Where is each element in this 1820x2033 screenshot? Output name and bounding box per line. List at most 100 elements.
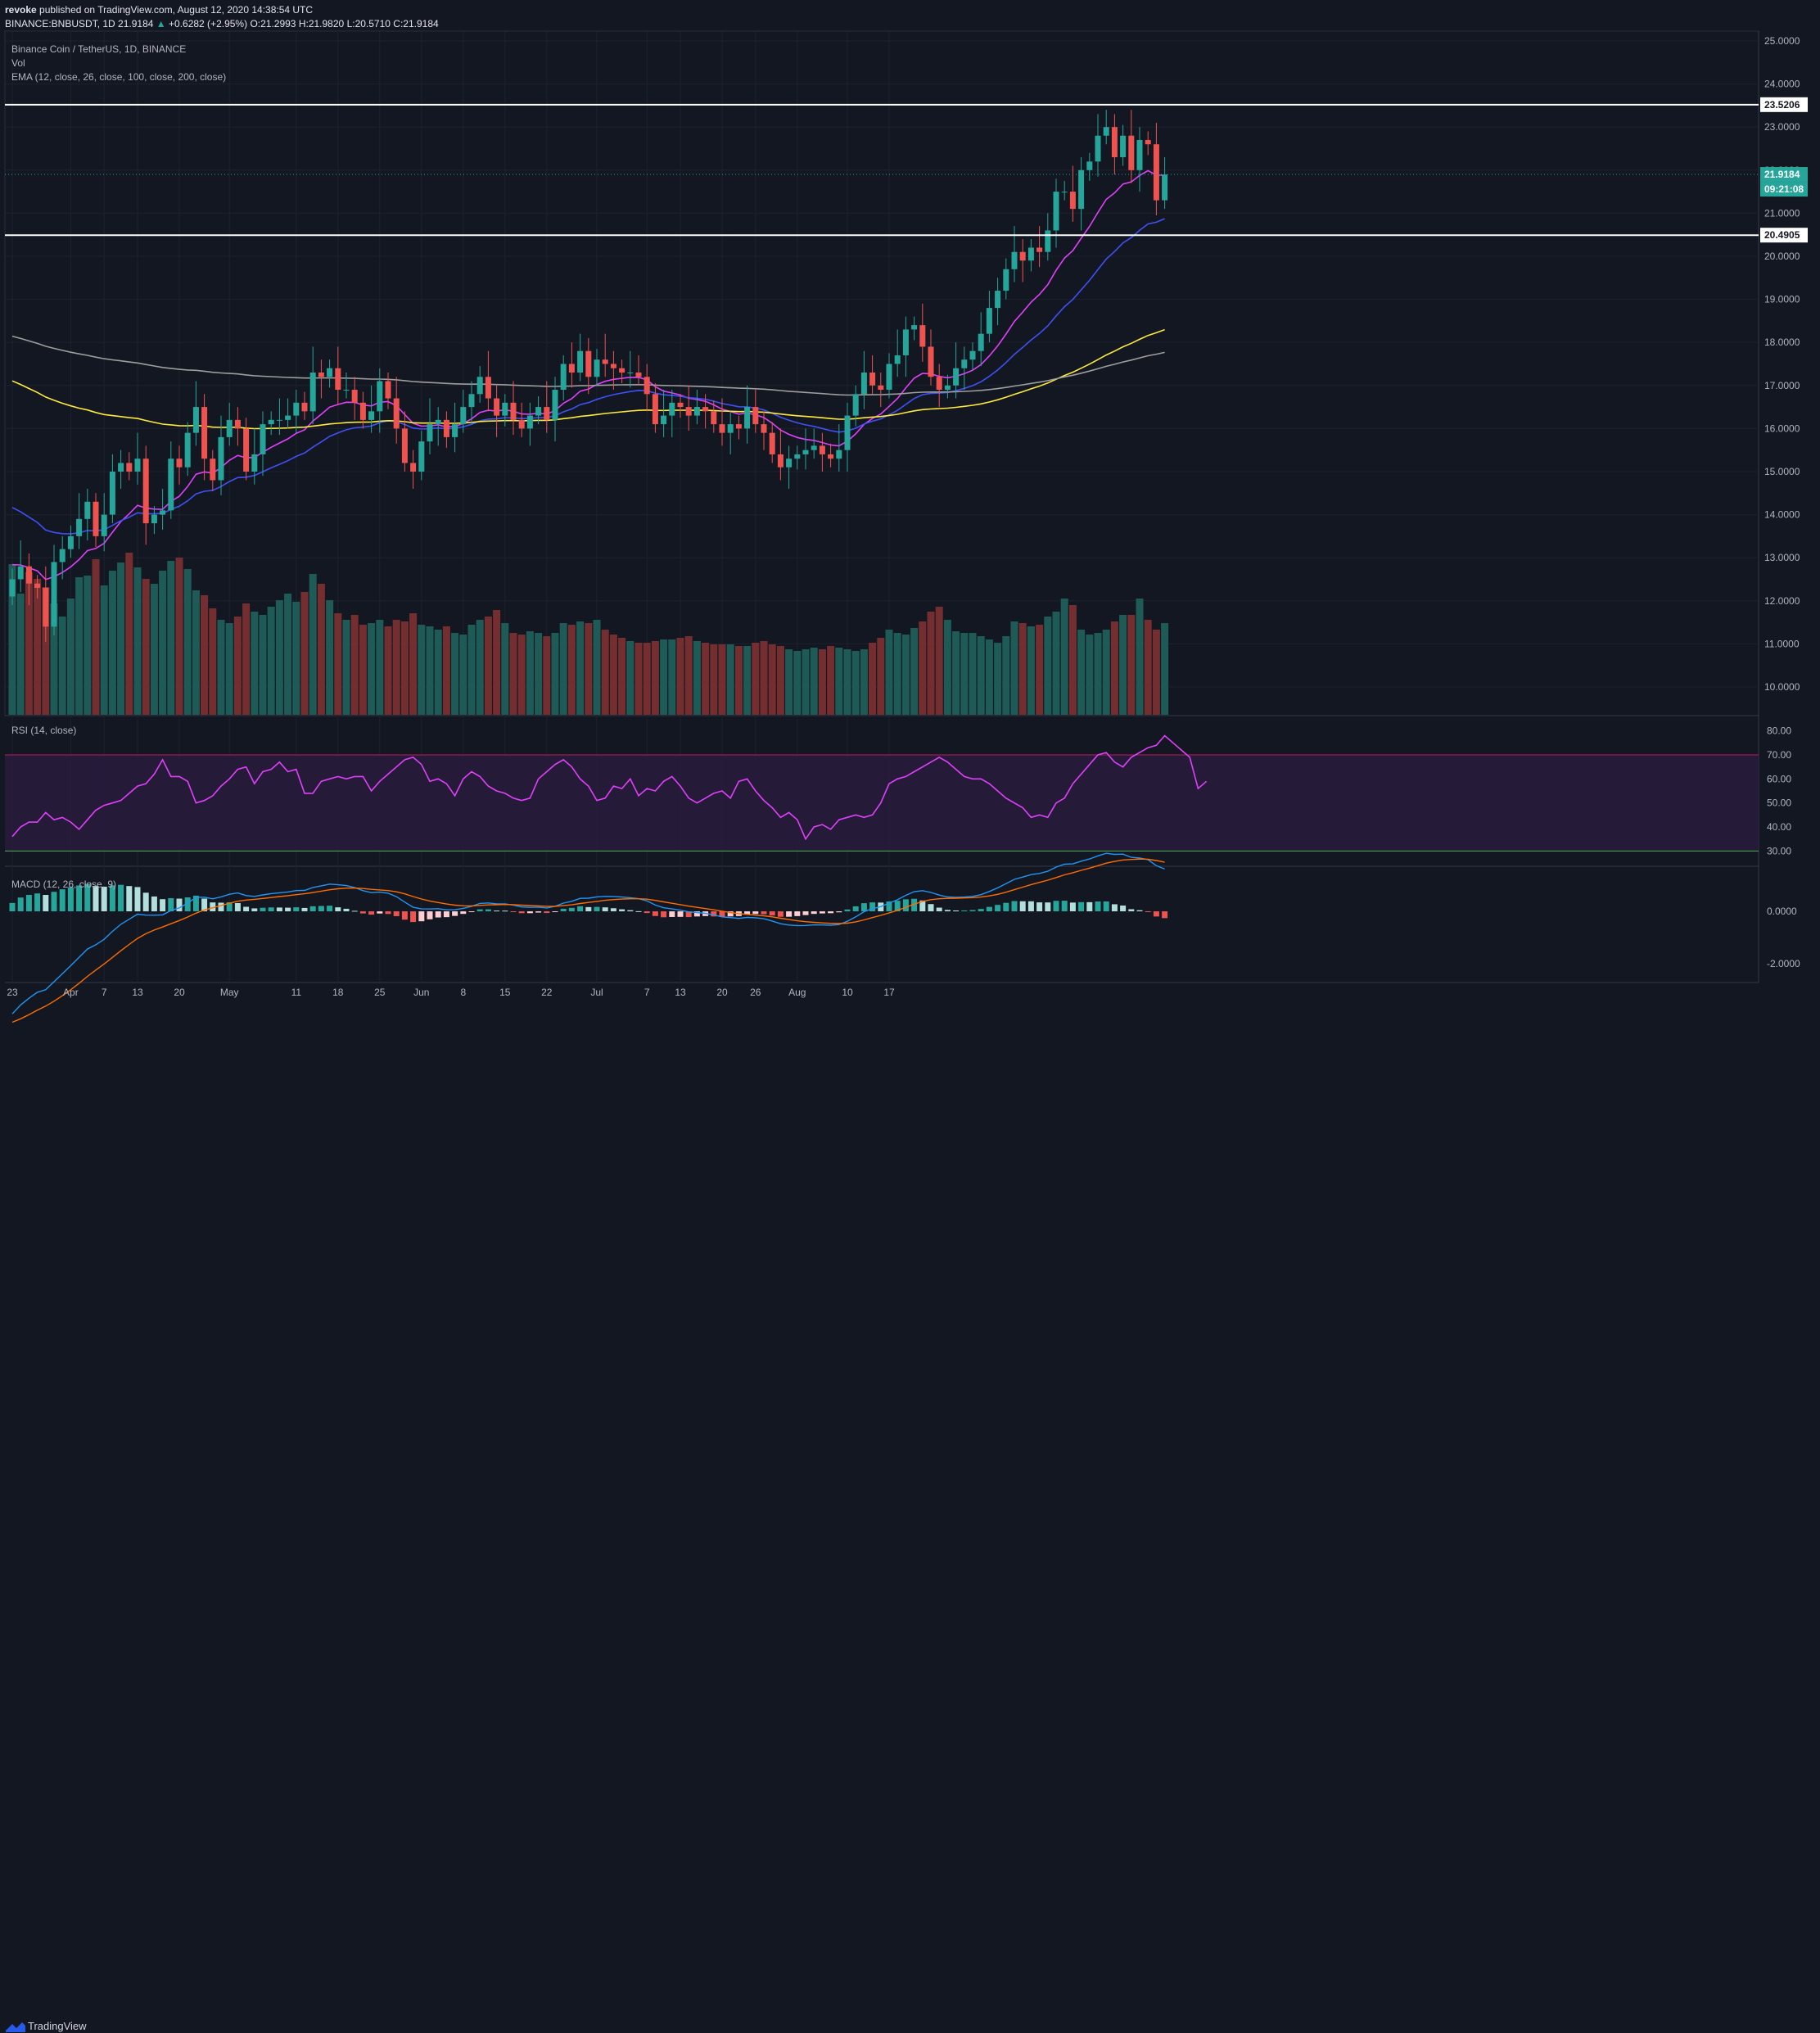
candle <box>869 373 876 386</box>
candle <box>986 308 992 334</box>
last-price-label-bg <box>1760 167 1808 183</box>
candle <box>610 364 616 368</box>
volume-bar <box>66 599 75 715</box>
volume-bar <box>517 635 526 715</box>
volume-bar <box>985 639 993 715</box>
rsi-tick: 60.00 <box>1767 773 1791 784</box>
volume-bar <box>442 626 450 715</box>
candle <box>544 407 550 420</box>
time-tick: 20 <box>716 987 728 998</box>
candle <box>702 407 709 412</box>
tradingview-logo-icon[interactable] <box>5 2020 26 2033</box>
candle <box>902 329 909 355</box>
candle <box>526 415 533 429</box>
candle <box>669 402 675 416</box>
macd-histogram-bar <box>577 906 584 912</box>
macd-histogram-bar <box>34 893 41 912</box>
candle <box>735 424 742 429</box>
legend-vol: Vol <box>11 57 25 69</box>
macd-histogram-bar <box>17 897 24 912</box>
macd-histogram-bar <box>268 907 274 912</box>
macd-histogram-bar <box>1078 901 1085 912</box>
volume-bar <box>559 623 567 715</box>
volume-bar <box>835 648 843 715</box>
macd-histogram-bar <box>1036 902 1043 912</box>
ohlc-close: C:21.9184 <box>393 18 439 29</box>
horizontal-lines[interactable] <box>5 103 1759 237</box>
volume-bar <box>92 559 100 715</box>
volume-bar <box>927 612 935 715</box>
macd-histogram-bar <box>176 898 183 912</box>
macd-histogram-bar <box>192 895 199 912</box>
last-price: 21.9184 <box>118 18 154 29</box>
publisher-name[interactable]: revoke <box>5 4 37 16</box>
candle <box>518 419 525 429</box>
candle <box>928 346 934 377</box>
rsi-tick: 80.00 <box>1767 725 1791 737</box>
volume-bar <box>994 643 1002 715</box>
volume-bar <box>1102 630 1110 715</box>
volume-bar <box>409 613 418 715</box>
footer-brand[interactable]: TradingView <box>28 2020 87 2032</box>
macd-histogram-bar <box>118 884 124 912</box>
candle <box>1136 139 1143 170</box>
volume-bar <box>233 617 242 715</box>
candle <box>368 411 375 420</box>
footer: TradingView <box>0 1007 1820 2032</box>
volume-bar <box>576 621 585 715</box>
candle <box>34 583 41 588</box>
volume-bar <box>484 617 492 715</box>
chart-canvas[interactable]: 80.00 70.00 60.00 50.00 40.00 30.00 0.0000 -2.… <box>0 0 1820 1032</box>
volume-bar <box>501 623 509 715</box>
last-price-label: 21.9184 <box>1764 169 1800 180</box>
candle <box>151 514 157 524</box>
macd-histogram-bar <box>427 911 433 919</box>
macd-histogram-bar <box>160 899 166 912</box>
volume-bar <box>743 646 752 715</box>
price-axis[interactable]: 25.000024.000023.000022.000021.000020.00… <box>1760 35 1808 693</box>
volume-bar <box>1052 612 1060 715</box>
macd-histogram-bar <box>685 911 692 918</box>
time-axis[interactable]: 23 Apr 7 13 20 May 11 18 25 Jun 8 15 22 Jul 7 13 20 26 Aug… <box>7 987 895 998</box>
macd-histogram-bar <box>1162 911 1168 919</box>
macd-histogram-bar <box>251 908 258 912</box>
volume-bar <box>718 644 726 715</box>
macd-histogram-bar <box>869 902 876 912</box>
volume-bar <box>818 649 826 715</box>
macd-histogram-bar <box>1003 902 1009 912</box>
volume-bar <box>702 643 710 715</box>
macd-histogram-bar <box>886 901 892 912</box>
candle <box>919 325 926 347</box>
volume-bars <box>8 553 1169 715</box>
candle <box>878 385 884 391</box>
volume-bar <box>851 651 860 715</box>
candle <box>995 291 1001 309</box>
volume-bar <box>935 607 943 715</box>
macd-histogram-bar <box>594 906 600 912</box>
macd-histogram-bar <box>401 911 408 920</box>
macd-title: MACD (12, 26, close, 9) <box>11 879 116 890</box>
candle <box>476 377 483 395</box>
volume-bar <box>459 635 467 715</box>
volume-bar <box>217 620 225 715</box>
candle <box>301 402 308 412</box>
resistance-label-bg <box>1760 97 1808 112</box>
macd-histogram-bar <box>418 911 425 922</box>
macd-histogram-bar <box>585 906 592 912</box>
volume-bar <box>309 574 317 715</box>
macd-histogram-bar <box>652 911 658 916</box>
candle <box>594 359 600 377</box>
macd-histogram-bar <box>844 909 851 912</box>
volume-bar <box>776 646 784 715</box>
macd-histogram-bar <box>494 910 500 912</box>
time-tick: 23 <box>7 987 18 998</box>
macd-histogram-bar <box>627 910 634 912</box>
time-tick: 18 <box>332 987 344 998</box>
volume-bar <box>392 620 400 715</box>
ohlc-open: O:21.2993 <box>250 18 296 29</box>
candle <box>953 368 960 386</box>
macd-histogram-bar <box>485 909 491 912</box>
volume-bar <box>400 621 409 715</box>
candle <box>644 377 650 395</box>
volume-bar <box>50 603 58 715</box>
